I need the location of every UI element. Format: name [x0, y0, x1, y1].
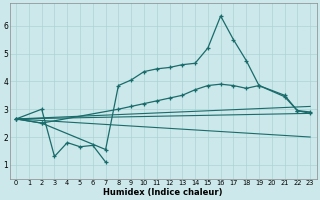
X-axis label: Humidex (Indice chaleur): Humidex (Indice chaleur)	[103, 188, 223, 197]
